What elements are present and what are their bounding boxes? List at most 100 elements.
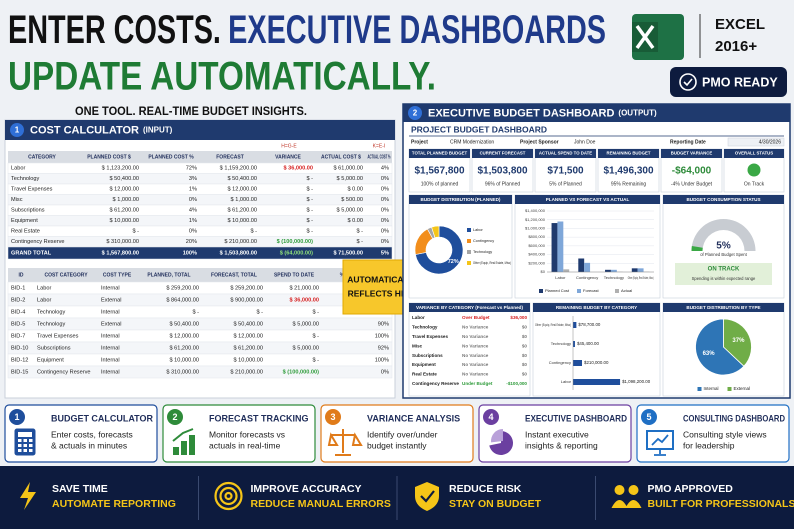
column-header: CATEGORY [28, 154, 56, 160]
variance-status: No Variance [462, 343, 489, 348]
table-cell: Labor [37, 285, 51, 291]
table-cell: BID-1 [11, 285, 25, 291]
table-cell: $ 12,000.00 [227, 187, 257, 193]
benefit-title: PMO APPROVED [648, 483, 734, 495]
benefit-title: IMPROVE ACCURACY [251, 483, 362, 495]
table-row [7, 281, 393, 295]
table-cell: $ 50,400.00 [233, 321, 263, 327]
table-cell: $ 310,000.00 [166, 369, 199, 375]
table-cell: $ 210,000.00 [230, 369, 263, 375]
table-cell: $ 1,000.00 [113, 197, 139, 203]
table-cell: BID-12 [11, 357, 28, 363]
legend-swatch [467, 261, 471, 265]
table-cell: $ 50,400.00 [109, 176, 139, 182]
table-cell: $ 5,000.00 [337, 208, 363, 214]
table-cell: $ 61,200.00 [169, 345, 199, 351]
y-tick-label: $400,000 [528, 252, 545, 257]
table-cell: BID-15 [11, 369, 28, 375]
step-number-text: 2 [413, 109, 418, 118]
table-cell: $ 1,123,200.00 [102, 166, 139, 172]
column-header: PLANNED COST % [148, 154, 194, 160]
table-cell: $ 36,000.00 [289, 297, 319, 303]
feature-text: Monitor forecasts vs [209, 429, 285, 439]
x-tick-label: Other (Equip, Real Estate, Misc) [628, 275, 654, 280]
kpi-label: BUDGET VARIANCE [671, 151, 713, 156]
table-cell: BID-5 [11, 321, 25, 327]
panel-title-part: COST CALCULATOR [30, 124, 139, 136]
icon-part [327, 429, 363, 456]
table-row [7, 293, 393, 307]
kpi-value: $71,500 [547, 166, 584, 177]
chart-title-bar [533, 303, 660, 312]
subtitle: ONE TOOL. REAL-TIME BUDGET INSIGHTS. [75, 104, 307, 118]
badge [670, 67, 787, 97]
legend-swatch [697, 387, 702, 391]
table-cell: 4% [381, 166, 389, 172]
column-header: VARIANCE [275, 154, 301, 160]
field-value: John Doe [574, 139, 596, 145]
table-cell: Subscriptions [37, 345, 71, 351]
chart-title: REMAINING BUDGET BY CATEGORY [556, 305, 637, 310]
feature-icon [327, 429, 363, 456]
step-number-text: 1 [15, 126, 20, 135]
x-tick-label: Contingency [576, 275, 598, 280]
feature-card [320, 404, 474, 463]
feature-text: budget instantly [367, 440, 427, 450]
table-cell: BID-10 [11, 345, 28, 351]
variance-amount: $0 [522, 362, 528, 367]
kpi-note: 95% Remaining [611, 181, 647, 187]
variance-status: No Variance [462, 325, 489, 330]
y-tick-label: $0 [541, 269, 546, 274]
kpi-value: $1,567,800 [414, 166, 464, 177]
callout-text: REFLECTS HERE [348, 288, 419, 298]
column-header: COST CATEGORY [44, 272, 88, 278]
icon-part [29, 449, 33, 452]
chart-frame [514, 194, 661, 299]
step-number-text: 5 [646, 412, 651, 422]
table-cell: $ 864,000.00 [166, 297, 199, 303]
table-cell: 3% [189, 176, 197, 182]
table-row [7, 353, 393, 367]
callout-text: AUTOMATICALLY [347, 274, 419, 284]
panel-header [5, 120, 395, 140]
feature-text: Consulting style views [683, 429, 767, 439]
step-number [483, 409, 499, 425]
variance-amount: -$100,000 [506, 381, 527, 386]
legend-swatch [577, 289, 581, 293]
column-header: ID [19, 272, 24, 278]
y-tick-label: $200,000 [528, 260, 545, 265]
table-cell: $ 12,000.00 [109, 187, 139, 193]
table-cell: $ 0.00 [347, 218, 363, 224]
table-cell: $ 36,000.00 [283, 166, 313, 172]
benefit-subtitle: AUTOMATE REPORTING [52, 498, 176, 510]
kpi-value: $1,496,300 [603, 166, 653, 177]
table-cell: $ 10,000.00 [169, 357, 199, 363]
legend-label: Actual [621, 288, 632, 293]
table-cell: $ 5,000.00 [337, 176, 363, 182]
benefit-subtitle: STAY ON BUDGET [449, 498, 542, 510]
panel-header [403, 104, 790, 122]
table-row [7, 194, 393, 206]
chart-frame [408, 302, 531, 397]
bar [563, 269, 570, 272]
icon-part [420, 490, 435, 503]
table-row [7, 365, 393, 379]
table-cell: $ - [312, 333, 319, 339]
icon-part [651, 434, 669, 456]
table-cell: $ - [192, 309, 199, 315]
feature-text: Identify over/under [367, 429, 438, 439]
variance-amount: $0 [522, 343, 528, 348]
feature-title: FORECAST TRACKING [209, 413, 309, 423]
headline-part: EXECUTIVE DASHBOARDS [228, 8, 606, 52]
column-header: COST TYPE [103, 272, 132, 278]
table-row [7, 236, 393, 248]
table-cell: Real Estate [11, 229, 40, 235]
icon-part [172, 428, 194, 442]
feature-title: VARIANCE ANALYSIS [367, 413, 460, 423]
table-cell: 100% [375, 333, 389, 339]
table-cell: $ 21,000.00 [289, 285, 319, 291]
headline-part: ENTER COSTS. [8, 8, 221, 52]
table-cell: $ 1,000.00 [231, 197, 257, 203]
formula-hint: K=E-I [373, 143, 386, 149]
table-cell: Labor [11, 166, 25, 172]
